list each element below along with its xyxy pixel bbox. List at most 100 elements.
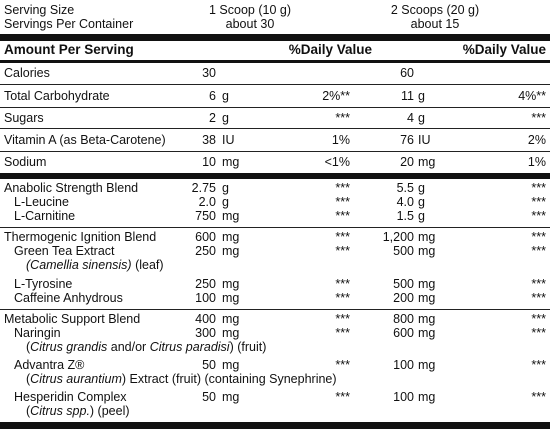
ingredient-dv-1: *** bbox=[335, 209, 350, 223]
ingredient-dv-1: *** bbox=[335, 277, 350, 291]
blend-unit-1: g bbox=[222, 181, 229, 195]
row-divider bbox=[0, 227, 550, 228]
ingredient-amount-2: 100 bbox=[393, 390, 414, 404]
ingredient-amount-2: 200 bbox=[393, 291, 414, 305]
blend-amount-2: 5.5 bbox=[396, 181, 414, 195]
ingredient-unit-2: mg bbox=[418, 358, 436, 372]
ingredient-unit-2: g bbox=[418, 209, 425, 223]
ingredient-amount-1: 250 bbox=[195, 277, 216, 291]
row-divider bbox=[0, 128, 550, 129]
source-latin-name: Citrus paradisi bbox=[149, 340, 230, 354]
row-divider bbox=[0, 107, 550, 108]
ingredient-amount-2: 500 bbox=[393, 244, 414, 258]
ingredient-name: Caffeine Anhydrous bbox=[14, 291, 123, 305]
row-name: Sugars bbox=[4, 111, 44, 125]
source-text: ( bbox=[26, 340, 31, 354]
row-dv-1: 1% bbox=[331, 133, 350, 147]
ingredient-unit-2: mg bbox=[418, 277, 436, 291]
blend-unit-2: mg bbox=[418, 230, 436, 244]
row-dv-2: 2% bbox=[527, 133, 546, 147]
ingredient-dv-1: *** bbox=[335, 390, 350, 404]
servings-per-container-label: Servings Per Container bbox=[4, 17, 134, 31]
ingredient-amount-1: 50 bbox=[202, 358, 216, 372]
row-amount-2: 76 bbox=[400, 133, 414, 147]
ingredient-unit-1: mg bbox=[222, 390, 240, 404]
ingredient-name: L-Leucine bbox=[14, 195, 69, 209]
source-latin-name: (Camellia sinensis) bbox=[26, 258, 132, 272]
row-unit-1: mg bbox=[222, 155, 240, 169]
ingredient-name: Green Tea Extract bbox=[14, 244, 115, 258]
col1-serving-size: 1 Scoop (10 g) bbox=[209, 3, 291, 17]
ingredient-amount-2: 600 bbox=[393, 326, 414, 340]
ingredient-unit-1: mg bbox=[222, 209, 240, 223]
ingredient-unit-2: mg bbox=[418, 244, 436, 258]
ingredient-amount-1: 50 bbox=[202, 390, 216, 404]
blend-name: Metabolic Support Blend bbox=[4, 312, 141, 326]
ingredient-unit-2: mg bbox=[418, 390, 436, 404]
source-text: ) (fruit) bbox=[229, 340, 267, 354]
source-text: ( bbox=[26, 372, 31, 386]
row-dv-2: 1% bbox=[527, 155, 546, 169]
row-divider bbox=[0, 151, 550, 152]
source-text: and/or bbox=[107, 340, 150, 354]
ingredient-unit-1: mg bbox=[222, 358, 240, 372]
row-unit-1: g bbox=[222, 111, 229, 125]
row-unit-1: IU bbox=[222, 133, 235, 147]
ingredient-source-note: (Camellia sinensis) (leaf) bbox=[26, 258, 164, 272]
blend-dv-1: *** bbox=[335, 312, 350, 326]
medium-rule bbox=[0, 60, 550, 63]
ingredient-amount-1: 750 bbox=[195, 209, 216, 223]
ingredient-dv-1: *** bbox=[335, 326, 350, 340]
row-unit-2: g bbox=[418, 89, 425, 103]
bottom-thick-rule bbox=[0, 422, 550, 429]
blend-amount-1: 600 bbox=[195, 230, 216, 244]
row-amount-2: 20 bbox=[400, 155, 414, 169]
blend-unit-2: g bbox=[418, 181, 425, 195]
ingredient-dv-1: *** bbox=[335, 358, 350, 372]
blend-unit-2: mg bbox=[418, 312, 436, 326]
row-divider bbox=[0, 309, 550, 310]
ingredient-dv-1: *** bbox=[335, 195, 350, 209]
ingredient-amount-2: 4.0 bbox=[396, 195, 414, 209]
ingredient-unit-1: mg bbox=[222, 291, 240, 305]
ingredient-dv-2: *** bbox=[531, 358, 546, 372]
daily-value-heading-1: %Daily Value bbox=[288, 42, 372, 57]
ingredient-amount-2: 1.5 bbox=[396, 209, 414, 223]
blend-dv-2: *** bbox=[531, 230, 546, 244]
ingredient-dv-2: *** bbox=[531, 291, 546, 305]
row-amount-1: 6 bbox=[209, 89, 216, 103]
source-text: ) Extract (fruit) (containing Synephrine… bbox=[121, 372, 337, 386]
col2-servings: about 15 bbox=[410, 17, 460, 31]
row-unit-2: mg bbox=[418, 155, 436, 169]
ingredient-source-note: (Citrus grandis and/or Citrus paradisi) … bbox=[26, 340, 266, 354]
ingredient-dv-2: *** bbox=[531, 390, 546, 404]
row-amount-1: 30 bbox=[202, 66, 216, 80]
source-latin-name: Citrus grandis bbox=[30, 340, 108, 354]
row-unit-1: g bbox=[222, 89, 229, 103]
row-dv-2: 4%** bbox=[518, 89, 546, 103]
row-name: Sodium bbox=[4, 155, 47, 169]
blend-unit-1: mg bbox=[222, 312, 240, 326]
row-name: Vitamin A (as Beta-Carotene) bbox=[4, 133, 166, 147]
col1-servings: about 30 bbox=[225, 17, 275, 31]
thick-rule bbox=[0, 34, 550, 41]
ingredient-unit-1: mg bbox=[222, 244, 240, 258]
ingredient-unit-2: mg bbox=[418, 291, 436, 305]
row-unit-2: g bbox=[418, 111, 425, 125]
ingredient-unit-2: mg bbox=[418, 326, 436, 340]
blend-dv-1: *** bbox=[335, 230, 350, 244]
ingredient-name: Advantra Z® bbox=[14, 358, 85, 372]
row-divider bbox=[0, 84, 550, 85]
ingredient-dv-2: *** bbox=[531, 244, 546, 258]
ingredient-name: Hesperidin Complex bbox=[14, 390, 127, 404]
row-amount-1: 2 bbox=[209, 111, 216, 125]
row-amount-1: 38 bbox=[202, 133, 216, 147]
ingredient-source-note: (Citrus spp.) (peel) bbox=[26, 404, 130, 418]
row-name: Total Carbohydrate bbox=[4, 89, 110, 103]
ingredient-amount-1: 250 bbox=[195, 244, 216, 258]
ingredient-amount-2: 100 bbox=[393, 358, 414, 372]
source-part: (leaf) bbox=[131, 258, 164, 272]
row-amount-2: 11 bbox=[401, 89, 414, 103]
row-unit-2: IU bbox=[418, 133, 431, 147]
